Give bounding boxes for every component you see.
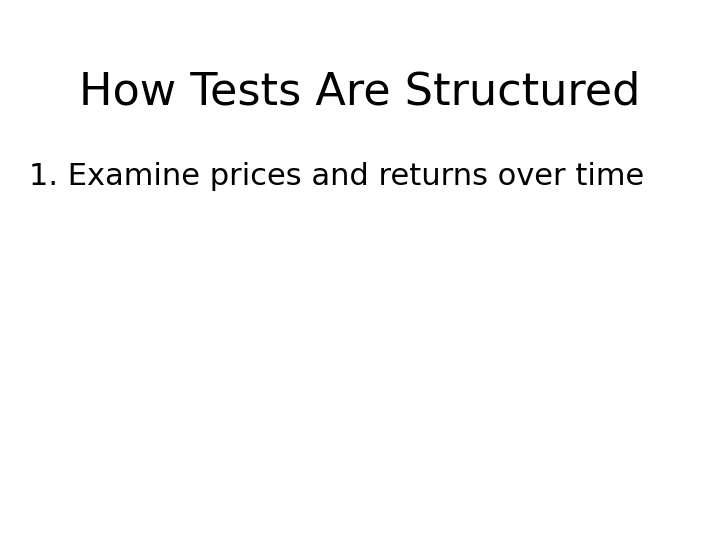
Text: How Tests Are Structured: How Tests Are Structured — [79, 70, 641, 113]
Text: 1. Examine prices and returns over time: 1. Examine prices and returns over time — [29, 162, 644, 191]
